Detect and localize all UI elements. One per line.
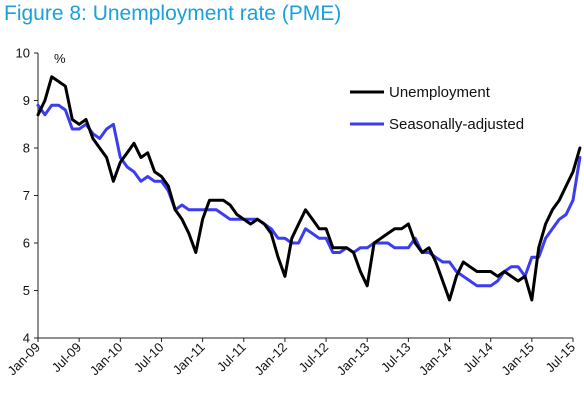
x-tick-label: Jul-10 xyxy=(131,340,167,376)
x-tick-label: Jul-11 xyxy=(214,340,249,375)
y-tick-label: 10 xyxy=(16,46,30,61)
x-tick-label: Jan-13 xyxy=(334,340,373,379)
legend-seasonally-adjusted-label: Seasonally-adjusted xyxy=(389,116,524,133)
x-tick-label: Jul-09 xyxy=(49,340,85,376)
legend: Unemployment Seasonally-adjusted xyxy=(350,84,524,133)
y-tick-label: 6 xyxy=(23,236,30,251)
series-seasonally-adjusted-line xyxy=(36,103,582,288)
y-tick-label: 9 xyxy=(23,93,30,108)
y-tick-label: 7 xyxy=(23,188,30,203)
axes xyxy=(37,53,573,339)
x-tick-label: Jul-14 xyxy=(460,340,496,376)
x-tick-label: Jan-14 xyxy=(416,340,455,379)
y-ticks: 4 5 6 7 8 9 10 xyxy=(16,46,38,346)
x-tick-label: Jan-12 xyxy=(251,340,290,379)
x-tick-label: Jul-15 xyxy=(542,340,578,376)
chart-title: Figure 8: Unemployment rate (PME) xyxy=(4,2,342,25)
legend-unemployment-label: Unemployment xyxy=(389,84,491,101)
series xyxy=(36,75,582,302)
x-tick-label: Jan-15 xyxy=(498,340,537,379)
x-tick-label: Jul-13 xyxy=(378,340,414,376)
x-tick-label: Jan-10 xyxy=(87,340,126,379)
x-ticks: Jan-09 Jul-09 Jan-10 Jul-10 Jan-11 Jul-11 Jan-… xyxy=(4,338,578,378)
y-tick-label: 4 xyxy=(23,331,30,346)
y-tick-label: 8 xyxy=(23,141,30,156)
x-tick-label: Jul-12 xyxy=(296,340,332,376)
series-unemployment-line xyxy=(36,75,582,302)
unit-label: % xyxy=(54,51,66,66)
x-tick-label: Jan-11 xyxy=(170,340,208,378)
y-tick-label: 5 xyxy=(23,283,30,298)
